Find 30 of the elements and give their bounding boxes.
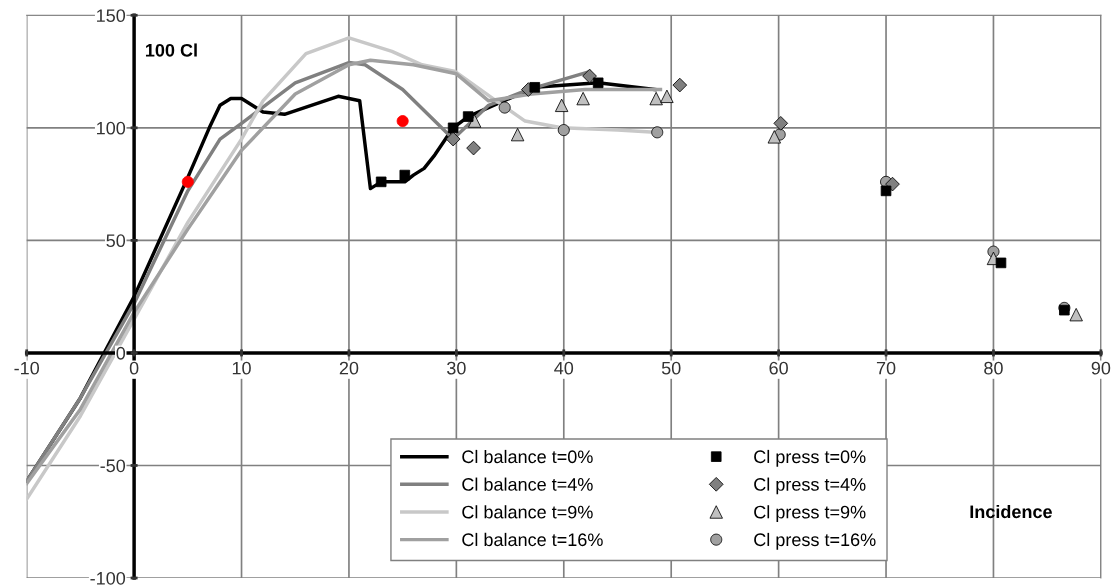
- point: [995, 257, 1007, 269]
- x-tick-label: -10: [14, 361, 40, 375]
- point: [375, 176, 387, 188]
- legend-label: Cl balance t=16%: [462, 532, 603, 547]
- legend-label: Cl balance t=0%: [462, 449, 593, 464]
- x-tick-label: 70: [876, 361, 896, 375]
- x-tick-label: 40: [554, 361, 574, 375]
- y-tick-label: -50: [100, 459, 126, 473]
- y-tick-label: 150: [97, 9, 126, 23]
- y-tick-label: 0: [116, 346, 126, 360]
- x-tick-label: 50: [661, 361, 681, 375]
- legend-label: Cl press t=9%: [754, 505, 866, 523]
- point: [529, 82, 541, 93]
- x-tick-label: 10: [232, 361, 251, 375]
- x-tick-label: 0: [129, 361, 139, 375]
- x-axis-title: Incidence: [970, 504, 1052, 519]
- legend-label: Cl press t=16%: [754, 532, 876, 550]
- x-tick-label: 20: [339, 361, 359, 375]
- x-tick-label: 60: [769, 361, 788, 375]
- legend-label: Cl press t=0%: [754, 449, 866, 467]
- legend-label: Cl balance t=4%: [462, 477, 593, 491]
- x-tick-label: 80: [984, 361, 1003, 375]
- x-tick-label: 30: [447, 361, 466, 375]
- y-tick-label: -100: [90, 571, 126, 585]
- legend-label: Cl balance t=9%: [462, 505, 593, 519]
- x-tick-label: 90: [1091, 361, 1111, 375]
- y-tick-label: 100: [97, 121, 126, 135]
- y-axis-title: 100 Cl: [145, 43, 197, 57]
- legend-label: Cl press t=4%: [754, 477, 866, 495]
- y-tick-label: 50: [106, 234, 126, 248]
